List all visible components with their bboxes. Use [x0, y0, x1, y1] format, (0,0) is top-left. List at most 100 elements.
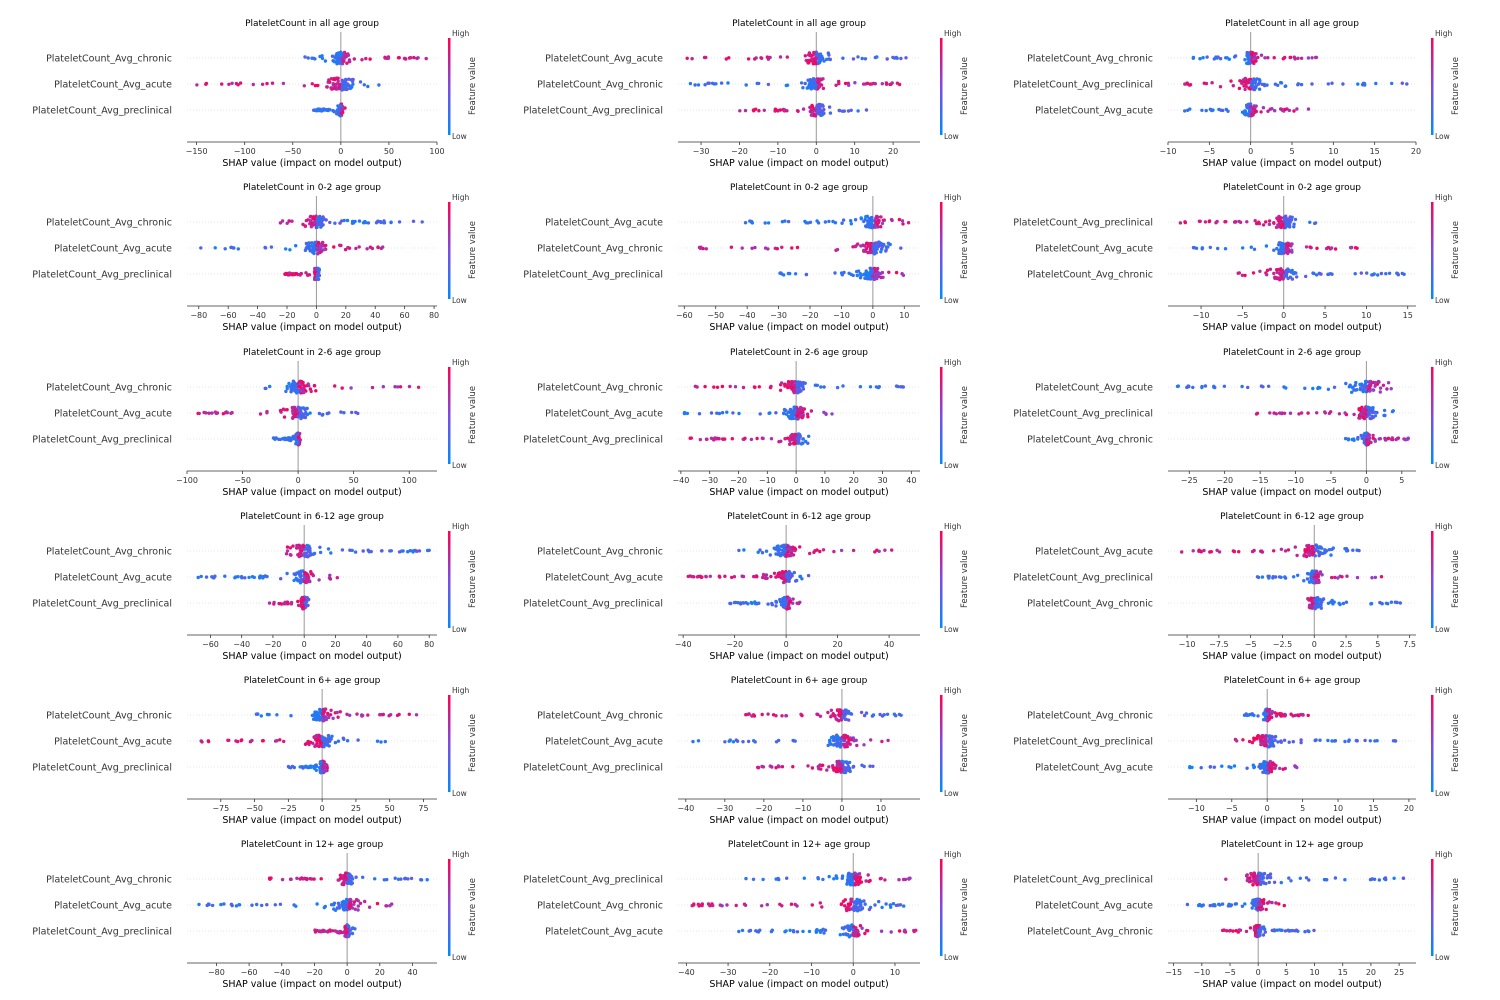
shap-point	[1358, 387, 1363, 392]
shap-point	[758, 412, 762, 416]
feature-label: PlateletCount_Avg_acute	[1035, 383, 1153, 394]
shap-point	[1394, 437, 1398, 442]
shap-point	[784, 600, 788, 604]
shap-point	[1398, 601, 1403, 605]
shap-point	[1382, 408, 1387, 413]
shap-subplot-7: PlateletCount in 2-6 age groupPlateletCo…	[523, 348, 970, 498]
shap-point	[1232, 764, 1237, 768]
shap-point	[236, 575, 240, 579]
shap-point	[1178, 221, 1183, 225]
shap-point	[1252, 736, 1256, 740]
shap-point	[1386, 436, 1391, 440]
shap-subplot-10: PlateletCount in 6-12 age groupPlateletC…	[523, 512, 970, 662]
shap-point	[749, 437, 754, 442]
shap-point	[900, 219, 905, 223]
shap-point	[1309, 596, 1313, 600]
shap-point	[1237, 219, 1241, 224]
shap-point	[796, 383, 800, 387]
shap-point	[742, 548, 746, 552]
shap-point	[1272, 248, 1276, 252]
shap-point	[1304, 274, 1308, 279]
shap-point	[782, 411, 786, 416]
shap-point	[352, 57, 356, 61]
shap-point	[1304, 549, 1308, 553]
shap-point	[280, 219, 285, 223]
shap-point	[839, 902, 844, 906]
shap-point	[901, 222, 905, 226]
shap-point	[230, 903, 234, 908]
shap-point	[778, 55, 783, 59]
shap-point	[376, 245, 380, 249]
shap-subplot-13: PlateletCount in 6+ age groupPlateletCou…	[523, 676, 970, 826]
shap-point	[339, 111, 343, 116]
shap-point	[309, 389, 313, 394]
shap-point	[1345, 549, 1349, 553]
x-tick-label: −40	[675, 640, 692, 649]
shap-point	[838, 714, 842, 718]
shap-point	[719, 81, 724, 85]
shap-point	[1215, 548, 1219, 552]
shap-point	[838, 742, 842, 746]
shap-point	[712, 438, 716, 442]
shap-point	[717, 574, 721, 578]
colorbar-low-label: Low	[1435, 625, 1450, 634]
shap-point	[782, 550, 786, 555]
shap-point	[790, 574, 794, 578]
shap-point	[1367, 383, 1372, 387]
shap-point	[1361, 415, 1365, 420]
shap-point	[769, 437, 774, 441]
shap-point	[1265, 770, 1269, 775]
shap-point	[361, 875, 365, 879]
shap-point	[761, 572, 766, 577]
shap-point	[821, 86, 826, 91]
shap-point	[866, 274, 870, 279]
x-axis-label: SHAP value (impact on model output)	[222, 651, 401, 662]
shap-point	[311, 552, 316, 556]
feature-label: PlateletCount_Avg_acute	[54, 409, 172, 420]
colorbar	[940, 367, 943, 464]
shap-point	[197, 902, 201, 907]
shap-point	[849, 712, 853, 716]
shap-point	[1240, 273, 1245, 277]
shap-point	[311, 215, 316, 219]
shap-point	[210, 411, 214, 415]
shap-point	[704, 247, 708, 251]
shap-point	[295, 876, 299, 880]
shap-point	[199, 246, 203, 250]
shap-point	[321, 215, 325, 219]
shap-point	[774, 604, 778, 608]
x-tick-label: 0	[314, 311, 319, 320]
shap-point	[332, 60, 337, 64]
shap-point	[819, 385, 823, 389]
shap-point	[1316, 573, 1320, 578]
shap-point	[335, 576, 339, 580]
shap-point	[811, 81, 815, 85]
shap-point	[1306, 713, 1310, 718]
shap-point	[1323, 548, 1327, 552]
shap-point	[879, 215, 883, 219]
shap-point	[309, 214, 313, 219]
shap-point	[1285, 250, 1290, 254]
shap-point	[269, 245, 274, 249]
shap-point	[744, 876, 748, 881]
shap-point	[726, 81, 730, 85]
shap-point	[766, 82, 771, 87]
shap-point	[234, 904, 239, 908]
shap-point	[284, 389, 288, 394]
shap-point	[326, 547, 331, 551]
shap-point	[204, 575, 209, 579]
shap-point	[197, 411, 201, 416]
shap-point	[355, 898, 359, 902]
shap-point	[1267, 734, 1272, 738]
shap-point	[287, 219, 291, 223]
shap-point	[835, 739, 839, 744]
shap-point	[1263, 737, 1267, 741]
shap-point	[682, 411, 687, 415]
shap-point	[846, 109, 851, 113]
colorbar-high-label: High	[452, 686, 469, 695]
shap-point	[776, 574, 781, 579]
shap-point	[705, 437, 709, 441]
shap-point	[1290, 248, 1294, 252]
shap-point	[874, 241, 878, 245]
shap-point	[1313, 548, 1318, 552]
